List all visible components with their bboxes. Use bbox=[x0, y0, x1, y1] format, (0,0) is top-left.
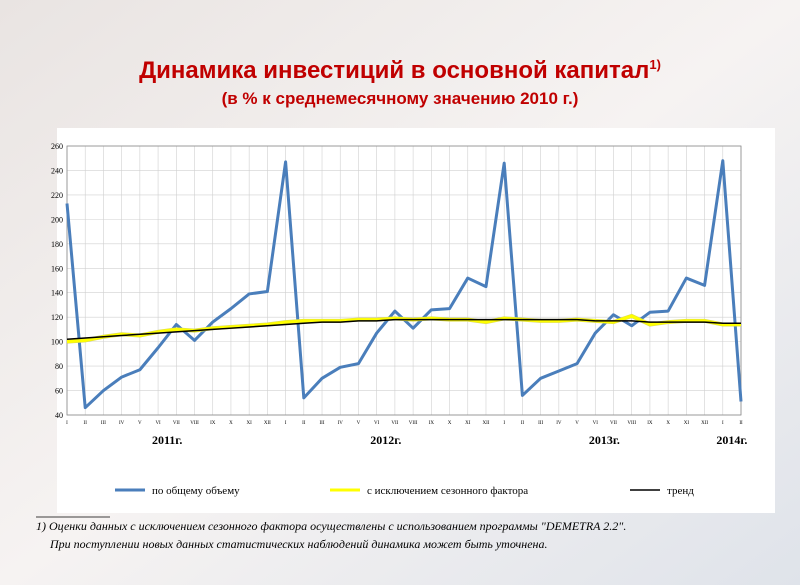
x-tick-label: VII bbox=[610, 421, 617, 426]
x-tick-label: VI bbox=[155, 421, 161, 426]
x-tick-label: VI bbox=[374, 421, 380, 426]
x-tick-label: XI bbox=[247, 421, 253, 426]
y-tick-label: 140 bbox=[51, 289, 63, 298]
y-tick-label: 180 bbox=[51, 240, 63, 249]
x-tick-label: I bbox=[66, 421, 68, 426]
x-tick-label: IV bbox=[556, 421, 562, 426]
x-tick-label: VIII bbox=[190, 421, 199, 426]
x-tick-label: VI bbox=[593, 421, 599, 426]
x-tick-label: III bbox=[101, 421, 106, 426]
x-tick-label: XII bbox=[482, 421, 489, 426]
x-tick-label: XI bbox=[465, 421, 471, 426]
y-tick-label: 40 bbox=[55, 411, 63, 420]
legend-label: тренд bbox=[667, 485, 694, 497]
plot-frame bbox=[66, 145, 742, 416]
y-tick-label: 100 bbox=[51, 338, 63, 347]
x-tick-label: X bbox=[448, 421, 452, 426]
chart-title: Динамика инвестиций в основной капитал1) bbox=[139, 57, 661, 84]
y-tick-label: 120 bbox=[51, 313, 63, 322]
year-label: 2013г. bbox=[589, 433, 620, 447]
legend-label: по общему объему bbox=[152, 485, 240, 497]
y-tick-label: 200 bbox=[51, 215, 63, 224]
footnote: 1) Оценки данных с исключением сезонного… bbox=[36, 519, 626, 533]
x-tick-label: XI bbox=[684, 421, 690, 426]
x-tick-label: X bbox=[666, 421, 670, 426]
year-label: 2011г. bbox=[152, 433, 182, 447]
title-text: Динамика инвестиций в основной капитал bbox=[139, 57, 649, 84]
y-tick-label: 240 bbox=[51, 166, 63, 175]
x-tick-label: VII bbox=[391, 421, 398, 426]
year-label: 2012г. bbox=[370, 433, 401, 447]
year-label: 2014г. bbox=[716, 433, 747, 447]
x-tick-label: III bbox=[538, 421, 543, 426]
y-tick-label: 260 bbox=[51, 142, 63, 151]
x-tick-label: XII bbox=[264, 421, 271, 426]
x-tick-label: I bbox=[722, 421, 724, 426]
x-tick-label: II bbox=[739, 421, 743, 426]
x-tick-label: XII bbox=[701, 421, 708, 426]
x-tick-label: IX bbox=[429, 421, 435, 426]
y-tick-label: 160 bbox=[51, 264, 63, 273]
x-tick-label: III bbox=[320, 421, 325, 426]
title-note: 1) bbox=[649, 57, 661, 72]
y-tick-label: 220 bbox=[51, 191, 63, 200]
y-tick-label: 60 bbox=[55, 387, 63, 396]
x-tick-label: I bbox=[503, 421, 505, 426]
x-tick-label: V bbox=[575, 421, 579, 426]
x-tick-label: VIII bbox=[409, 421, 418, 426]
x-tick-label: VIII bbox=[627, 421, 636, 426]
x-tick-label: II bbox=[302, 421, 306, 426]
x-tick-label: II bbox=[84, 421, 88, 426]
footnote: При поступлении новых данных статистичес… bbox=[49, 537, 548, 551]
x-tick-label: IV bbox=[338, 421, 344, 426]
series-line bbox=[66, 318, 741, 340]
x-tick-label: IV bbox=[119, 421, 125, 426]
x-tick-label: VII bbox=[173, 421, 180, 426]
y-tick-label: 80 bbox=[55, 362, 63, 371]
x-tick-label: V bbox=[357, 421, 361, 426]
x-tick-label: X bbox=[229, 421, 233, 426]
x-tick-label: I bbox=[285, 421, 287, 426]
x-tick-label: IX bbox=[647, 421, 653, 426]
x-tick-label: V bbox=[138, 421, 142, 426]
chart-subtitle: (в % к среднемесячному значению 2010 г.) bbox=[222, 89, 579, 108]
x-tick-label: IX bbox=[210, 421, 216, 426]
legend-label: с исключением сезонного фактора bbox=[367, 485, 528, 497]
x-tick-label: II bbox=[521, 421, 525, 426]
